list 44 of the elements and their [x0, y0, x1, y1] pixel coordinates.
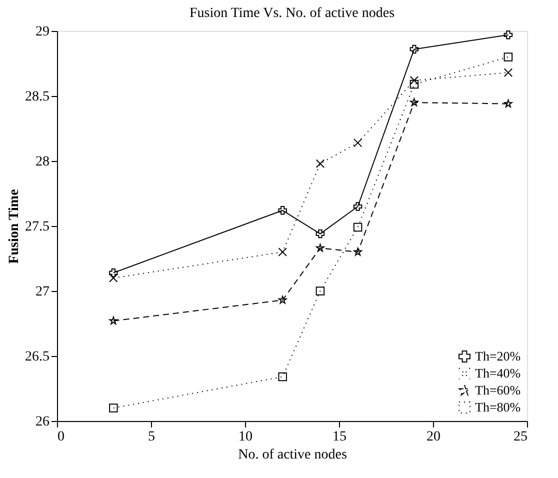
point — [504, 99, 512, 108]
x-tick-label: 25 — [514, 430, 528, 444]
x-axis-title: No. of active nodes — [238, 448, 347, 462]
legend-label: Th=20% — [475, 348, 521, 364]
point — [109, 268, 118, 278]
point — [504, 30, 513, 40]
point — [278, 296, 287, 304]
y-tick-label: 28.5 — [25, 90, 50, 104]
y-tick-label: 29 — [36, 24, 50, 40]
point — [316, 229, 325, 238]
legend-label: Th=80% — [475, 400, 521, 414]
point — [410, 98, 418, 106]
point — [278, 248, 287, 256]
point — [278, 206, 287, 215]
point — [410, 76, 419, 85]
y-tick-label: 26 — [36, 414, 50, 430]
point — [316, 159, 325, 168]
point — [109, 316, 118, 325]
point — [353, 202, 362, 211]
point — [504, 52, 513, 62]
x-tick-label: 20 — [426, 430, 440, 444]
y-tick-label: 26.5 — [25, 350, 50, 364]
legend-label: Th=40% — [475, 366, 521, 380]
y-axis-title: Fusion Time — [7, 189, 22, 264]
y-tick-label: 27 — [36, 284, 50, 300]
y-tick-label: 28 — [36, 154, 50, 170]
y-tick-label: 27.5 — [25, 220, 50, 234]
x-tick-label: 15 — [332, 430, 346, 444]
chart-title: Fusion Time Vs. No. of active nodes — [189, 6, 395, 21]
point — [316, 244, 324, 252]
x-tick-label: 5 — [148, 430, 155, 444]
point — [410, 80, 419, 89]
point — [353, 138, 362, 148]
point — [354, 248, 362, 256]
legend-label: Th=60% — [475, 382, 521, 398]
x-tick-label: 0 — [58, 430, 64, 444]
x-tick-label: 10 — [238, 430, 252, 444]
point — [504, 68, 513, 77]
point — [278, 372, 287, 382]
point — [410, 44, 419, 54]
point — [353, 222, 362, 232]
point — [316, 286, 325, 296]
point — [109, 404, 118, 412]
point — [109, 274, 118, 282]
